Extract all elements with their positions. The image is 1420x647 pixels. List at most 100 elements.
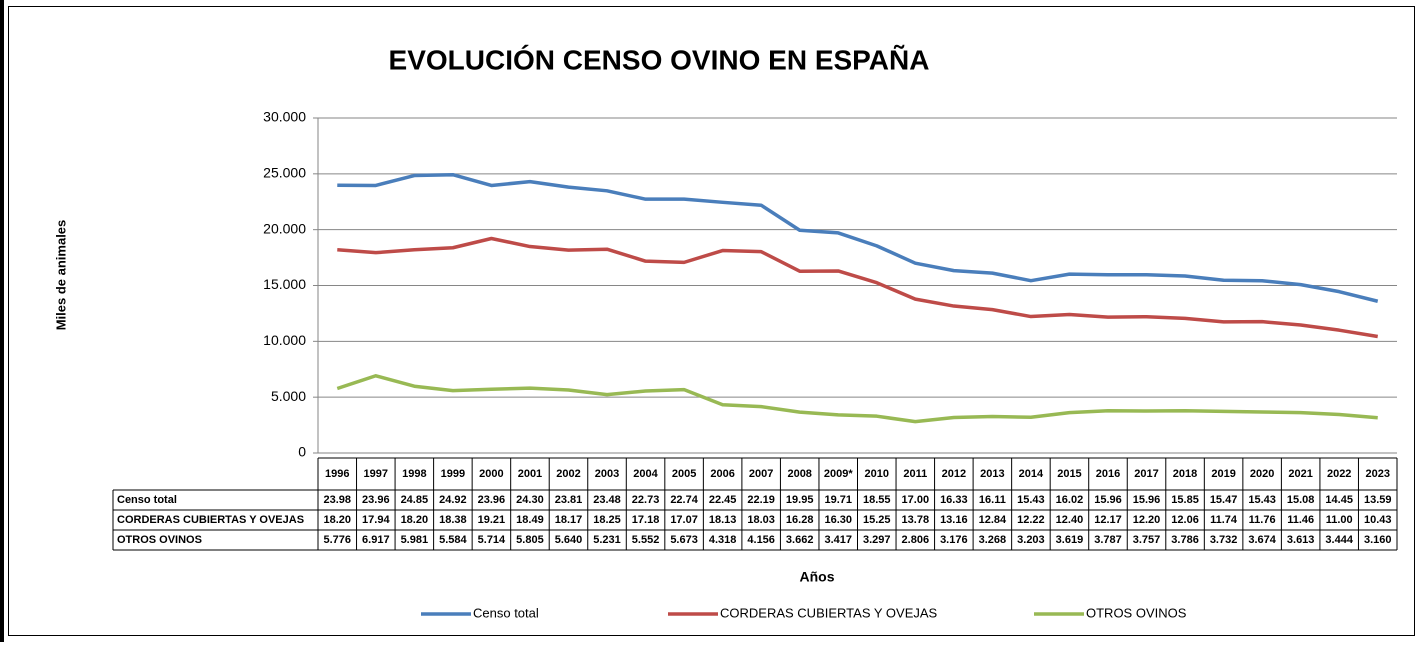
line-series	[337, 172, 1379, 303]
x-tick-label: 2004	[633, 468, 658, 480]
table-cell: 11.76	[1249, 514, 1276, 526]
table-cell: 3.203	[1017, 534, 1045, 546]
table-cell: 22.45	[709, 494, 737, 506]
table-cell: 12.40	[1056, 514, 1084, 526]
x-tick-label: 2014	[1019, 468, 1044, 480]
table-cell: 15.96	[1133, 494, 1161, 506]
x-tick-label: 2023	[1365, 468, 1389, 480]
table-cell: 11.00	[1326, 514, 1353, 526]
x-tick-label: 2018	[1173, 468, 1197, 480]
table-cell: 17.18	[632, 514, 660, 526]
chart-title: EVOLUCIÓN CENSO OVINO EN ESPAÑA	[389, 44, 930, 75]
table-cell: 5.552	[632, 534, 660, 546]
x-tick-label: 2005	[672, 468, 696, 480]
x-tick-label: 2011	[903, 468, 927, 480]
table-cell: 3.757	[1133, 534, 1161, 546]
table-cell: 6.917	[362, 534, 390, 546]
table-cell: 3.297	[863, 534, 891, 546]
table-cell: 3.613	[1287, 534, 1315, 546]
table-cell: 12.20	[1133, 514, 1161, 526]
table-cell: 16.28	[786, 514, 814, 526]
table-cell: 3.674	[1248, 534, 1276, 546]
table-cell: 22.74	[670, 494, 698, 506]
legend-label: OTROS OVINOS	[1086, 605, 1187, 620]
table-cell: 24.85	[401, 494, 429, 506]
table-cell: 18.25	[593, 514, 621, 526]
table-cell: 17.94	[362, 514, 390, 526]
table-cell: 12.84	[979, 514, 1007, 526]
y-tick-label: 10.000	[263, 332, 306, 348]
x-tick-label: 2006	[710, 468, 734, 480]
table-cell: 5.231	[593, 534, 621, 546]
x-tick-label: 2009*	[824, 468, 853, 480]
table-cell: 3.176	[940, 534, 968, 546]
legend-label: Censo total	[473, 605, 539, 620]
table-cell: 15.08	[1287, 494, 1315, 506]
line-series	[337, 236, 1379, 339]
table-cell: 5.776	[324, 534, 352, 546]
table-cell: 5.981	[401, 534, 429, 546]
table-cell: 15.25	[863, 514, 891, 526]
table-cell: 15.47	[1210, 494, 1238, 506]
table-cell: 18.20	[324, 514, 352, 526]
table-cell: 19.21	[478, 514, 506, 526]
x-tick-label: 2016	[1096, 468, 1120, 480]
x-tick-label: 2002	[556, 468, 580, 480]
table-cell: 5.714	[478, 534, 506, 546]
table-cell: 16.33	[940, 494, 968, 506]
x-tick-label: 2010	[865, 468, 889, 480]
table-cell: 3.786	[1171, 534, 1199, 546]
x-tick-label: 2007	[749, 468, 773, 480]
x-tick-label: 2022	[1327, 468, 1351, 480]
table-cell: 23.48	[593, 494, 621, 506]
y-tick-label: 30.000	[263, 109, 306, 125]
x-tick-label: 2015	[1057, 468, 1081, 480]
y-tick-label: 20.000	[263, 220, 306, 236]
x-axis-label: Años	[800, 569, 835, 585]
x-tick-label: 2012	[942, 468, 966, 480]
table-cell: 4.318	[709, 534, 737, 546]
legend-label: CORDERAS CUBIERTAS Y OVEJAS	[720, 605, 938, 620]
table-cell: 18.03	[747, 514, 775, 526]
table-cell: 12.17	[1094, 514, 1122, 526]
x-tick-label: 2013	[980, 468, 1004, 480]
table-cell: 15.43	[1017, 494, 1045, 506]
table-cell: 5.584	[439, 534, 467, 546]
line-series	[336, 374, 1378, 424]
table-cell: 24.30	[516, 494, 544, 506]
table-cell: 15.43	[1248, 494, 1276, 506]
table-cell: 10.43	[1364, 514, 1392, 526]
x-tick-label: 2019	[1211, 468, 1235, 480]
y-tick-label: 25.000	[263, 165, 306, 181]
table-row-label: CORDERAS CUBIERTAS Y OVEJAS	[117, 514, 304, 526]
x-tick-label: 1999	[441, 468, 465, 480]
table-cell: 18.49	[516, 514, 544, 526]
x-tick-label: 2021	[1288, 468, 1312, 480]
x-tick-label: 1998	[402, 468, 426, 480]
table-cell: 17.00	[902, 494, 930, 506]
table-cell: 18.13	[709, 514, 737, 526]
table-row-label: OTROS OVINOS	[117, 534, 202, 546]
table-cell: 16.30	[824, 514, 852, 526]
x-tick-label: 1997	[364, 468, 388, 480]
table-cell: 23.98	[324, 494, 352, 506]
table-cell: 15.96	[1094, 494, 1122, 506]
table-cell: 3.619	[1056, 534, 1084, 546]
table-cell: 5.673	[670, 534, 698, 546]
table-row-label: Censo total	[117, 494, 177, 506]
table-cell: 18.55	[863, 494, 891, 506]
y-tick-label: 0	[298, 444, 306, 460]
x-tick-label: 2020	[1250, 468, 1274, 480]
table-cell: 4.156	[747, 534, 775, 546]
table-cell: 11.46	[1287, 514, 1314, 526]
x-tick-label: 2003	[595, 468, 619, 480]
table-cell: 5.805	[516, 534, 544, 546]
table-cell: 3.417	[824, 534, 852, 546]
table-cell: 2.806	[902, 534, 930, 546]
x-tick-label: 2001	[518, 468, 542, 480]
table-cell: 18.17	[555, 514, 583, 526]
x-tick-label: 2017	[1134, 468, 1158, 480]
table-cell: 3.268	[979, 534, 1007, 546]
table-cell: 22.73	[632, 494, 660, 506]
